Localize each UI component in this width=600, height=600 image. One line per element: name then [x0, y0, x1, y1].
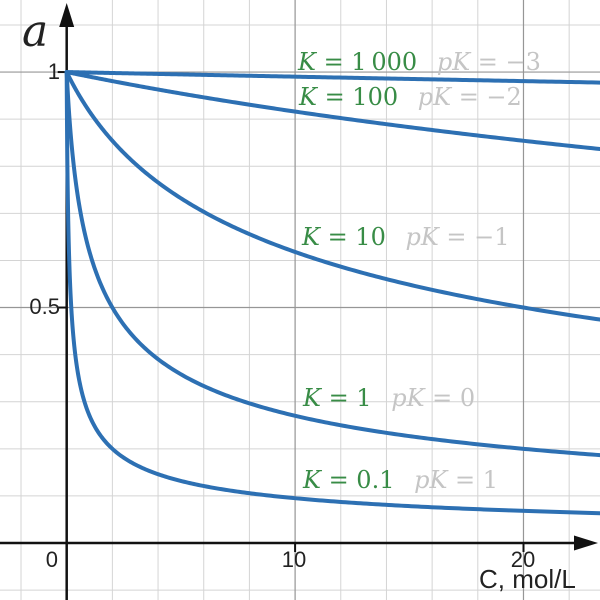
k-symbol: K	[299, 83, 317, 111]
k-equation-label: K = 1 000	[298, 48, 417, 76]
pk-equation-label: pK = −2	[418, 83, 522, 111]
pk-value: = 0	[424, 384, 476, 412]
x-tick-label-10: 10	[281, 547, 307, 572]
k-symbol: K	[298, 48, 316, 76]
k-value: = 100	[316, 83, 399, 111]
curve-K-0-1	[64, 70, 600, 516]
pk-value: = −3	[470, 48, 541, 76]
curve-K-1	[64, 70, 600, 458]
curve-label-k-1: K = 1 pK = 0	[303, 383, 475, 413]
curve-K-100	[64, 70, 600, 152]
pk-symbol: pK	[417, 83, 452, 111]
pk-equation-label: pK = −3	[437, 48, 541, 76]
k-value: = 1 000	[315, 48, 418, 76]
k-symbol: K	[302, 223, 320, 251]
y-tick-label-1: 1	[47, 59, 60, 84]
pk-equation-label: pK = 1	[414, 466, 498, 494]
pk-value: = −1	[438, 223, 510, 251]
curve-label-k-1000: K = 1 000 pK = −3	[298, 47, 541, 77]
origin-tick-label: 0	[45, 547, 58, 572]
y-axis-title: a	[22, 6, 49, 57]
pk-value: = −2	[451, 83, 522, 111]
k-value: = 0.1	[320, 466, 395, 494]
curve-K-10	[64, 70, 600, 322]
k-symbol: K	[303, 466, 321, 494]
x-tick-label-20: 20	[510, 547, 536, 572]
k-equation-label: K = 1	[303, 384, 372, 412]
x-axis-arrowhead-icon	[574, 535, 598, 551]
pk-equation-label: pK = −1	[405, 223, 509, 251]
y-tick-label-0-5: 0.5	[29, 294, 60, 319]
y-axis-arrowhead-icon	[59, 3, 75, 27]
k-value: = 10	[319, 223, 386, 251]
k-equation-label: K = 0.1	[303, 466, 394, 494]
curve-label-k-100: K = 100 pK = −2	[299, 82, 522, 112]
k-symbol: K	[303, 384, 321, 412]
curve-label-k-10: K = 10 pK = −1	[302, 222, 510, 252]
pk-symbol: pK	[391, 384, 425, 412]
pk-symbol: pK	[405, 223, 439, 251]
pk-symbol: pK	[436, 48, 471, 76]
pk-symbol: pK	[414, 466, 448, 494]
x-axis-title: C, mol/L	[479, 564, 576, 594]
k-equation-label: K = 100	[299, 83, 398, 111]
k-equation-label: K = 10	[302, 223, 386, 251]
curve-K-1000	[64, 70, 600, 85]
curve-label-k-0-1: K = 0.1 pK = 1	[303, 465, 498, 495]
pk-equation-label: pK = 0	[391, 384, 475, 412]
pk-value: = 1	[447, 466, 499, 494]
k-value: = 1	[320, 384, 372, 412]
